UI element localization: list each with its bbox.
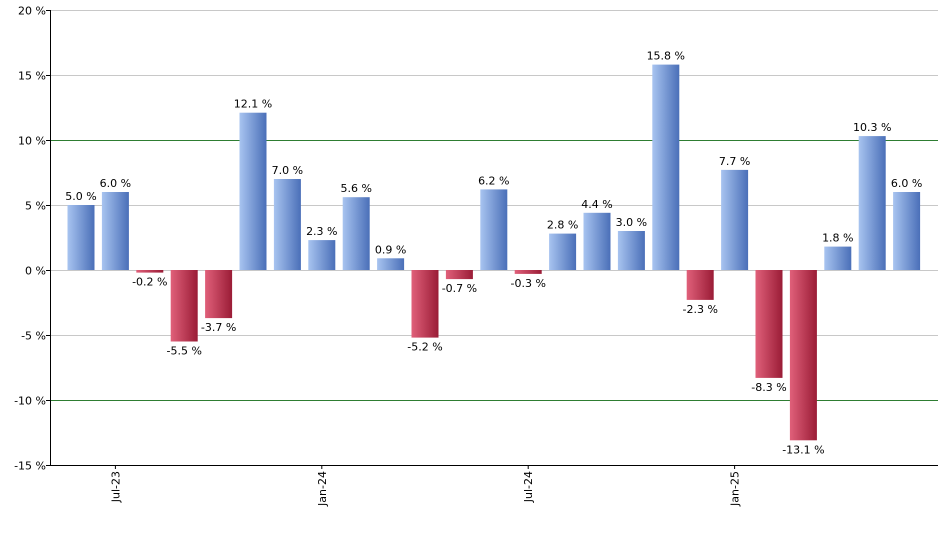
bars [67, 64, 921, 441]
x-tick-label: Jan-24 [316, 471, 329, 507]
bar [411, 270, 439, 338]
data-label: 0.9 % [375, 243, 406, 256]
data-label: -5.2 % [407, 341, 442, 354]
bar [789, 270, 817, 441]
gridlines [50, 10, 938, 466]
bar [342, 197, 370, 270]
bar [755, 270, 783, 378]
bar [721, 169, 749, 270]
data-label: -13.1 % [782, 443, 824, 456]
y-tick-label: 10 % [18, 135, 46, 148]
y-tick-label: -10 % [14, 395, 46, 408]
data-label: 7.0 % [272, 164, 303, 177]
data-label: 6.0 % [100, 177, 131, 190]
data-label: 2.3 % [306, 225, 337, 238]
y-tick-label: 0 % [25, 265, 46, 278]
bar [686, 270, 714, 300]
bar [652, 64, 680, 270]
bar [136, 270, 164, 273]
data-labels: 5.0 % 6.0 % -0.2 % -5.5 %-3.7 % 12.1 % 7.0 % 2… [65, 50, 922, 457]
data-label: 10.3 % [853, 121, 891, 134]
y-tick-label: 20 % [18, 5, 46, 18]
bar [445, 270, 473, 280]
axes [50, 10, 938, 466]
bar [480, 189, 508, 270]
bar [205, 270, 233, 319]
bar [514, 270, 542, 274]
data-label: 3.0 % [616, 216, 647, 229]
data-label: 1.8 % [822, 232, 853, 245]
data-label: 2.8 % [547, 219, 578, 232]
bar [377, 258, 405, 270]
data-label: 12.1 % [234, 98, 272, 111]
y-tick-label: -15 % [14, 460, 46, 473]
bar [893, 192, 921, 270]
data-label: -0.3 % [510, 277, 545, 290]
data-label: -8.3 % [751, 381, 786, 394]
data-label: 5.0 % [65, 190, 96, 203]
data-label: -0.2 % [132, 276, 167, 289]
bar [824, 246, 852, 270]
data-label: -3.7 % [201, 321, 236, 334]
bar [67, 205, 95, 270]
y-tick-label: 5 % [25, 200, 46, 213]
data-label: 5.6 % [340, 182, 371, 195]
bar [239, 112, 267, 270]
bar [583, 212, 611, 270]
x-tick-label: Jul-24 [522, 471, 535, 503]
x-tick-label: Jul-23 [109, 471, 122, 503]
bar [101, 192, 129, 270]
data-label: 7.7 % [719, 155, 750, 168]
data-label: 15.8 % [647, 50, 685, 63]
data-label: 6.0 % [891, 177, 922, 190]
bar [308, 240, 336, 270]
x-axis-ticks: Jul-23 Jan-24 Jul-24 Jan-25 [109, 465, 742, 507]
y-tick-label: -5 % [21, 330, 46, 343]
bar [617, 231, 645, 270]
data-label: 6.2 % [478, 174, 509, 187]
bar [170, 270, 198, 342]
y-axis-ticks: 20 % 15 % 10 % 5 % 0 % -5 % -10 % -15 % [14, 5, 50, 473]
x-tick-label: Jan-25 [729, 471, 742, 507]
data-label: -0.7 % [442, 282, 477, 295]
bar [549, 233, 577, 270]
bar [858, 136, 886, 270]
y-tick-label: 15 % [18, 70, 46, 83]
data-label: -2.3 % [682, 303, 717, 316]
data-label: 4.4 % [581, 198, 612, 211]
bar [273, 179, 301, 270]
data-label: -5.5 % [166, 345, 201, 358]
